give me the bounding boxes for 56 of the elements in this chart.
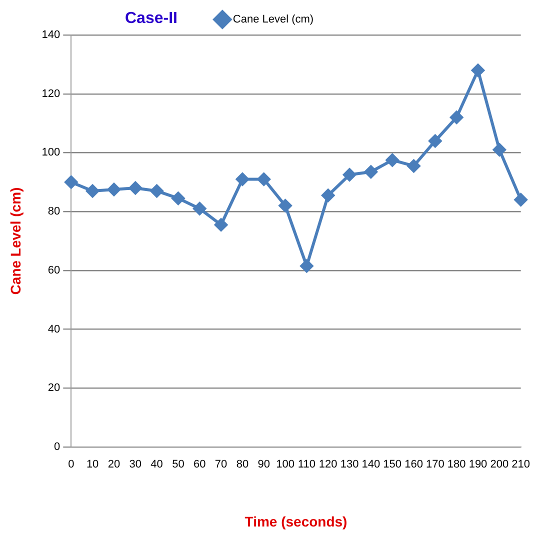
point [386,154,399,167]
x-tick-label: 120 [318,458,338,471]
y-tick-label: 100 [42,146,60,159]
point [128,182,142,195]
y-tick-label: 120 [42,88,60,100]
point [193,202,206,216]
x-tick-label: 10 [86,458,99,471]
y-axis-title: Cane Level (cm) [7,187,24,295]
x-tick-label: 110 [298,458,316,471]
point [450,110,464,124]
x-tick-label: 160 [404,458,423,471]
x-tick-label: 190 [468,458,488,471]
point [472,64,484,77]
y-tick-label: 0 [54,441,60,454]
chart-title: Case-II [125,10,178,28]
x-tick-label: 210 [512,458,530,471]
x-tick-label: 170 [426,458,444,471]
y-tick-label: 80 [48,206,60,218]
point [322,188,335,202]
point [407,159,420,172]
x-tick-label: 20 [108,458,120,471]
point [107,183,120,196]
x-tick-label: 70 [214,458,228,471]
x-tick-label: 0 [68,458,74,471]
point [172,192,185,205]
point [343,168,356,182]
point [257,172,270,186]
point [428,134,442,148]
y-tick-label: 40 [48,323,60,336]
point [514,193,528,206]
point [300,260,314,273]
point [236,172,249,186]
x-tick-label: 100 [276,458,294,471]
x-tick-label: 90 [258,458,270,471]
x-tick-label: 200 [490,458,509,471]
x-tick-label: 150 [383,458,402,471]
legend-label: Cane Level (cm) [232,14,314,26]
y-tick-label: 20 [48,382,60,394]
x-tick-label: 80 [236,458,249,471]
x-tick-label: 140 [362,458,380,471]
point [278,199,292,212]
point [492,143,506,156]
x-tick-label: 30 [129,458,142,471]
x-axis-title: Time (seconds) [244,513,348,530]
x-tick-label: 60 [194,458,206,471]
point [364,165,378,178]
point [214,218,228,232]
x-tick-label: 40 [150,458,163,471]
point [64,176,78,189]
x-tick-label: 50 [172,458,184,471]
y-tick-label: 140 [42,29,60,42]
x-tick-label: 130 [340,458,359,471]
y-tick-label: 60 [48,264,60,276]
x-tick-label: 180 [447,458,466,471]
point [150,184,164,198]
point [86,184,100,198]
